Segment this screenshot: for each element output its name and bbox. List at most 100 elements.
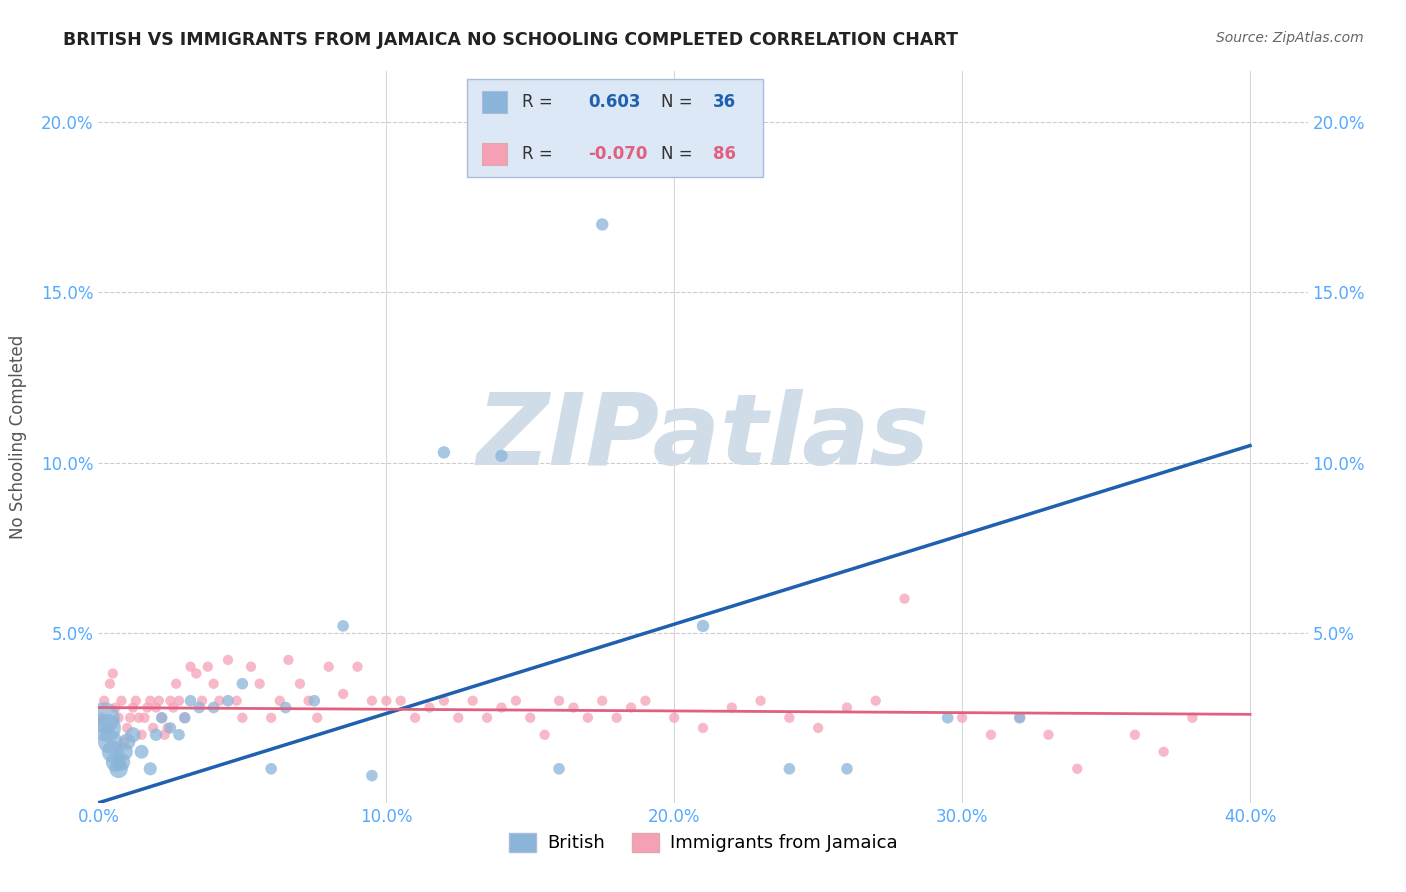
Point	[1153, 745, 1175, 759]
Point	[936, 711, 959, 725]
Point	[153, 728, 176, 742]
Point	[332, 687, 354, 701]
Point	[332, 619, 354, 633]
Point	[173, 711, 195, 725]
Point	[634, 694, 657, 708]
Point	[142, 721, 165, 735]
Point	[893, 591, 915, 606]
Point	[167, 694, 190, 708]
Point	[159, 721, 181, 735]
Point	[98, 734, 121, 748]
Point	[576, 711, 599, 725]
Point	[180, 659, 202, 673]
Point	[93, 694, 115, 708]
Point	[122, 728, 145, 742]
Point	[131, 728, 153, 742]
Point	[104, 700, 127, 714]
Point	[107, 762, 129, 776]
Point	[1008, 711, 1031, 725]
Point	[865, 694, 887, 708]
Point	[807, 721, 830, 735]
Point	[269, 694, 291, 708]
Point	[112, 745, 135, 759]
Text: BRITISH VS IMMIGRANTS FROM JAMAICA NO SCHOOLING COMPLETED CORRELATION CHART: BRITISH VS IMMIGRANTS FROM JAMAICA NO SC…	[63, 31, 959, 49]
Point	[664, 711, 686, 725]
Point	[950, 711, 973, 725]
Point	[606, 711, 628, 725]
Point	[145, 728, 167, 742]
Point	[186, 666, 208, 681]
Point	[134, 711, 156, 725]
Point	[418, 700, 440, 714]
Point	[533, 728, 555, 742]
Point	[720, 700, 742, 714]
Point	[110, 694, 132, 708]
Point	[150, 711, 173, 725]
Point	[389, 694, 412, 708]
Text: N =: N =	[661, 145, 692, 163]
Text: R =: R =	[522, 93, 553, 112]
Point	[101, 745, 124, 759]
Point	[162, 700, 184, 714]
Point	[240, 659, 263, 673]
Point	[433, 445, 456, 459]
Point	[110, 755, 132, 769]
Point	[288, 677, 311, 691]
Point	[260, 762, 283, 776]
Point	[139, 762, 162, 776]
Point	[491, 449, 513, 463]
Point	[1123, 728, 1146, 742]
Text: ZIPatlas: ZIPatlas	[477, 389, 929, 485]
Point	[297, 694, 319, 708]
Point	[131, 745, 153, 759]
Point	[404, 711, 426, 725]
Text: R =: R =	[522, 145, 553, 163]
Point	[231, 677, 253, 691]
Point	[461, 694, 484, 708]
Point	[128, 711, 150, 725]
Point	[101, 666, 124, 681]
Point	[139, 694, 162, 708]
Point	[249, 677, 271, 691]
Point	[180, 694, 202, 708]
Point	[491, 700, 513, 714]
Point	[447, 711, 470, 725]
Point	[505, 694, 527, 708]
Point	[346, 659, 368, 673]
Point	[548, 762, 571, 776]
Point	[125, 694, 148, 708]
Text: Source: ZipAtlas.com: Source: ZipAtlas.com	[1216, 31, 1364, 45]
Point	[112, 734, 135, 748]
Point	[202, 677, 225, 691]
Point	[115, 734, 138, 748]
Point	[692, 721, 714, 735]
FancyBboxPatch shape	[482, 143, 508, 165]
Point	[433, 694, 456, 708]
Point	[107, 711, 129, 725]
Point	[1038, 728, 1060, 742]
Point	[519, 711, 541, 725]
Point	[778, 762, 800, 776]
Point	[173, 711, 195, 725]
Text: -0.070: -0.070	[588, 145, 648, 163]
Point	[93, 711, 115, 725]
Point	[208, 694, 231, 708]
Point	[375, 694, 398, 708]
Point	[202, 700, 225, 714]
Text: 0.603: 0.603	[588, 93, 641, 112]
Point	[692, 619, 714, 633]
Point	[120, 711, 142, 725]
Point	[620, 700, 643, 714]
Point	[90, 711, 112, 725]
FancyBboxPatch shape	[467, 78, 763, 178]
Point	[260, 711, 283, 725]
Point	[749, 694, 772, 708]
Point	[475, 711, 498, 725]
Legend: British, Immigrants from Jamaica: British, Immigrants from Jamaica	[502, 826, 904, 860]
Point	[591, 218, 613, 232]
Point	[307, 711, 329, 725]
Point	[98, 677, 121, 691]
Point	[197, 659, 219, 673]
Point	[159, 694, 181, 708]
Point	[1008, 711, 1031, 725]
